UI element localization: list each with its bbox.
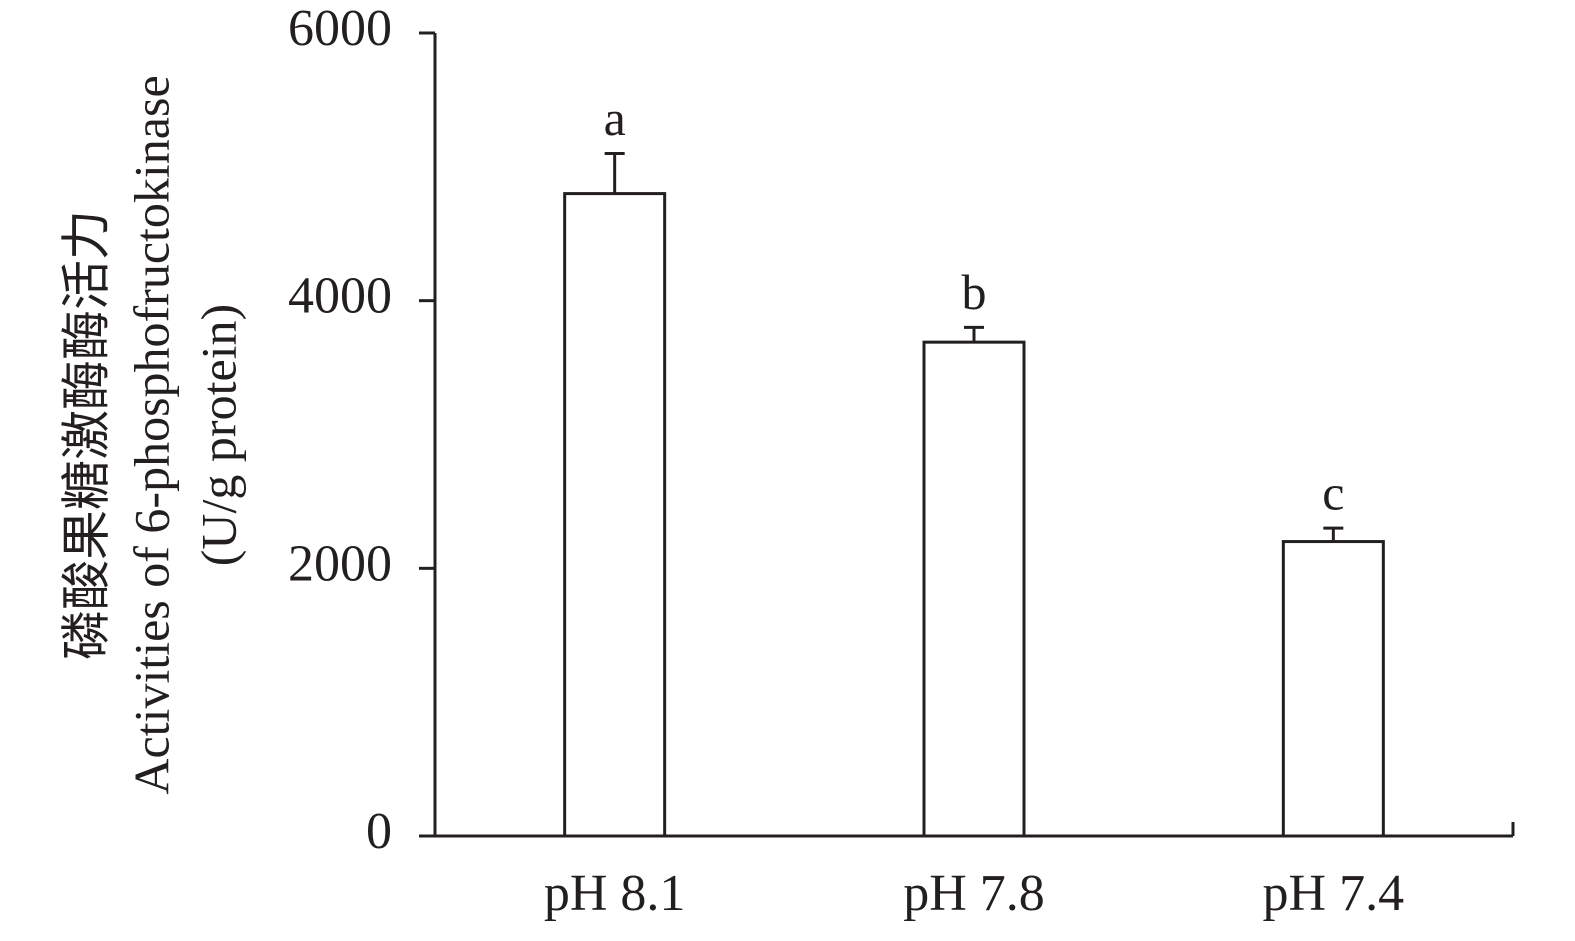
bar <box>1281 540 1385 838</box>
bar <box>922 340 1026 838</box>
bar <box>563 192 667 838</box>
significance-label: c <box>1322 465 1344 521</box>
y-tick-label: 2000 <box>288 535 392 592</box>
y-tick-label: 4000 <box>288 268 392 325</box>
significance-label: a <box>604 90 626 146</box>
x-tick-label: pH 7.8 <box>903 865 1045 922</box>
y-tick-label: 0 <box>366 803 392 860</box>
y-axis-label: Activities of 6-phosphofructokinase <box>123 75 179 794</box>
y-axis-label: 磷酸果糖激酶酶活力 <box>58 210 114 660</box>
y-axis-label: (U/g protein) <box>190 304 246 566</box>
x-tick-label: pH 8.1 <box>544 865 686 922</box>
x-tick-label: pH 7.4 <box>1263 865 1405 922</box>
y-tick-label: 6000 <box>288 0 392 57</box>
significance-label: b <box>962 264 987 320</box>
